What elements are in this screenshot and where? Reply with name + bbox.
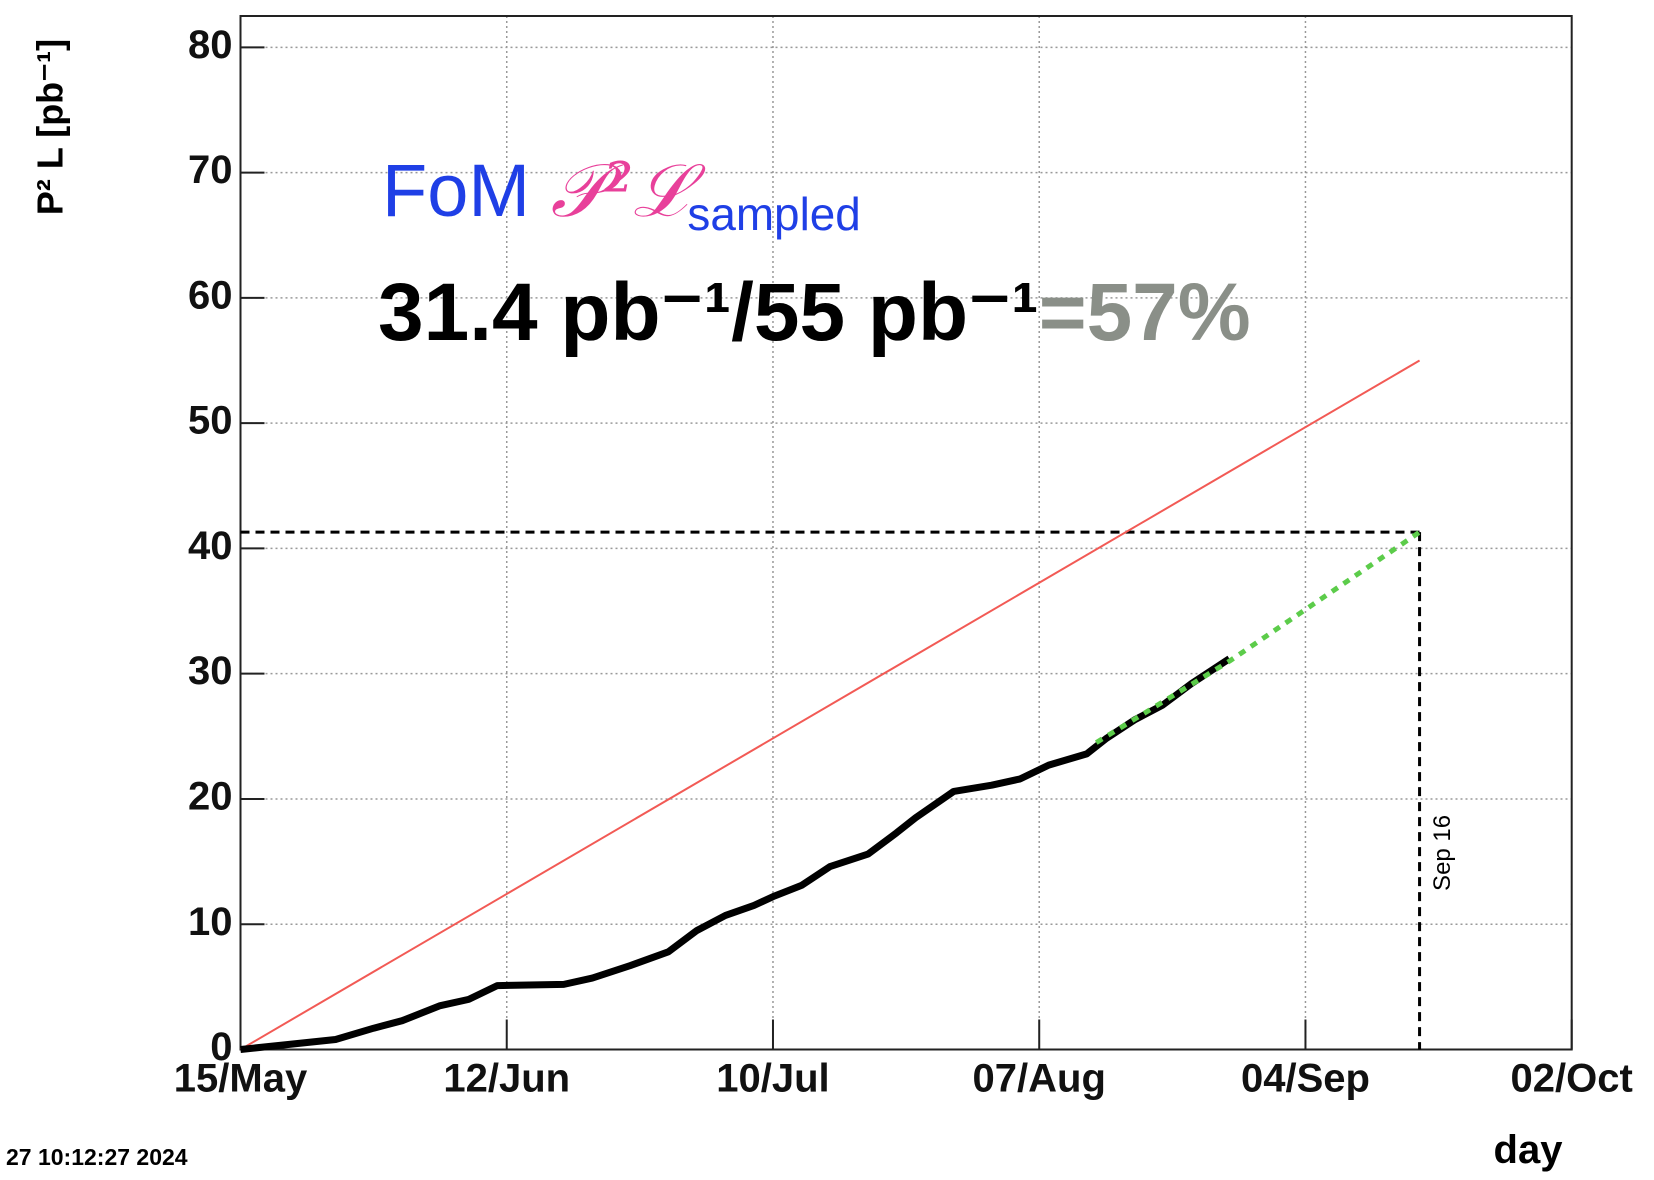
annotation-part: sampled — [687, 188, 860, 240]
y-tick-label: 0 — [210, 1025, 232, 1069]
annotation-part: 31.4 pb⁻¹/55 pb⁻¹ — [378, 267, 1039, 358]
y-tick-label: 70 — [188, 148, 233, 192]
x-tick-label: 12/Jun — [443, 1057, 570, 1101]
x-tick-label: 02/Oct — [1511, 1057, 1633, 1101]
x-tick-label: 10/Jul — [716, 1057, 829, 1101]
x-tick-label: 07/Aug — [973, 1057, 1106, 1101]
reference-label: Sep 16 — [1429, 815, 1456, 891]
x-tick-label: 04/Sep — [1241, 1057, 1370, 1101]
timestamp: 27 10:12:27 2024 — [6, 1144, 188, 1170]
series-line — [239, 359, 1421, 1051]
y-tick-label: 80 — [188, 23, 233, 67]
annotation-part: 𝒫²ℒ — [551, 148, 707, 234]
y-tick-label: 30 — [188, 649, 233, 693]
y-axis-title: P² L [pb⁻¹] — [30, 39, 71, 215]
y-tick-label: 60 — [188, 273, 233, 317]
y-tick-label: 40 — [188, 524, 233, 568]
y-tick-label: 50 — [188, 399, 233, 443]
series-line — [1094, 530, 1421, 745]
annotation: 31.4 pb⁻¹/55 pb⁻¹=57% — [378, 267, 1251, 358]
x-tick-label: 15/May — [174, 1057, 308, 1101]
x-axis-title: day — [1494, 1128, 1564, 1172]
annotation: FoM 𝒫²ℒsampled — [382, 148, 861, 240]
series-line — [240, 655, 1232, 1053]
y-tick-label: 20 — [188, 775, 233, 819]
annotation-part: FoM — [382, 149, 551, 232]
y-tick-label: 10 — [188, 900, 233, 944]
annotation-part: =57% — [1039, 267, 1251, 358]
